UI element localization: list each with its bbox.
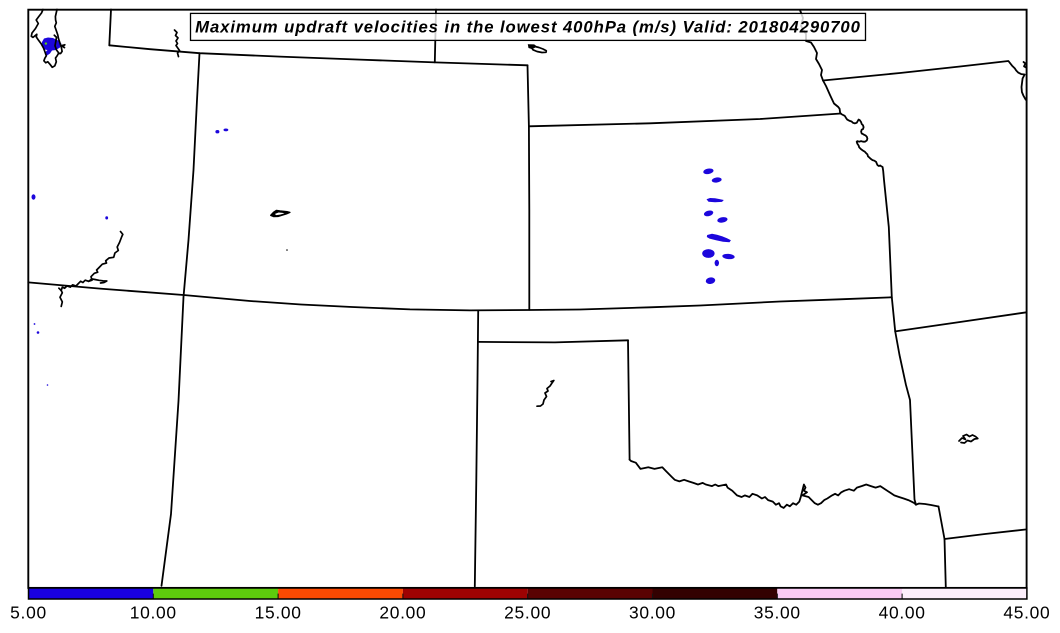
svg-text:Maximum updraft velocities in: Maximum updraft velocities in the lowest… xyxy=(195,17,861,36)
svg-text:35.00: 35.00 xyxy=(754,603,801,623)
svg-text:40.00: 40.00 xyxy=(879,603,926,623)
svg-text:15.00: 15.00 xyxy=(255,603,302,623)
svg-text:25.00: 25.00 xyxy=(504,603,551,623)
svg-text:45.00: 45.00 xyxy=(1003,603,1050,623)
svg-text:30.00: 30.00 xyxy=(629,603,676,623)
svg-text:5.00: 5.00 xyxy=(10,603,47,623)
svg-text:20.00: 20.00 xyxy=(379,603,426,623)
svg-text:10.00: 10.00 xyxy=(130,603,177,623)
